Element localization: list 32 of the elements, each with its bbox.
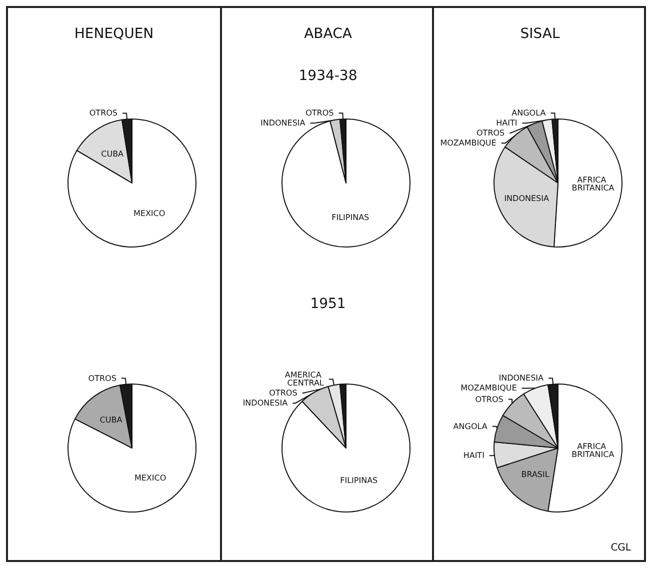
slice-label: OTROS	[475, 394, 504, 404]
slice-label: CUBA	[101, 150, 124, 159]
slice-label: OTROS	[269, 388, 298, 398]
slice-label: ANGOLA	[453, 422, 488, 431]
chart-subtitle: 1951	[310, 296, 346, 312]
text: CGL	[610, 542, 632, 554]
slice-label: OTROS	[89, 108, 118, 118]
slice-label: FILIPINAS	[340, 476, 378, 486]
slice-label: INDONESIA	[504, 194, 550, 203]
chart-title: HENEQUEN	[74, 26, 154, 42]
slice-label: BRASIL	[521, 470, 550, 480]
slice-label: INDONESIA	[498, 374, 544, 383]
slice-label: OTROS	[306, 108, 334, 118]
slice-label: OTROS	[88, 374, 116, 383]
slice-label: ANGOLA	[512, 108, 546, 118]
slice-label: HAITI	[463, 451, 484, 460]
slice-label: INDONESIA	[260, 118, 306, 128]
slice-label: MEXICO	[133, 208, 166, 218]
slice-label: HAITI	[496, 118, 518, 128]
slice-label: AFRICA BRITANICA	[572, 176, 615, 193]
slice-label: INDONESIA	[242, 398, 288, 408]
slice-label: AFRICA BRITANICA	[572, 442, 615, 460]
chart-title: ABACA	[304, 26, 352, 42]
slice-label: OTROS	[476, 128, 505, 138]
slice-label: MOZAMBIQUE	[460, 384, 517, 393]
chart-subtitle: 1934-38	[298, 68, 358, 84]
slice-label: MOZAMBIQUE	[440, 138, 496, 148]
slice-label: AMERICA CENTRAL	[284, 370, 324, 388]
slice-label: MEXICO	[134, 473, 166, 482]
slice-label: FILIPINAS	[332, 213, 370, 222]
chart-title: SISAL	[520, 26, 560, 42]
slice-label: CUBA	[100, 416, 123, 425]
